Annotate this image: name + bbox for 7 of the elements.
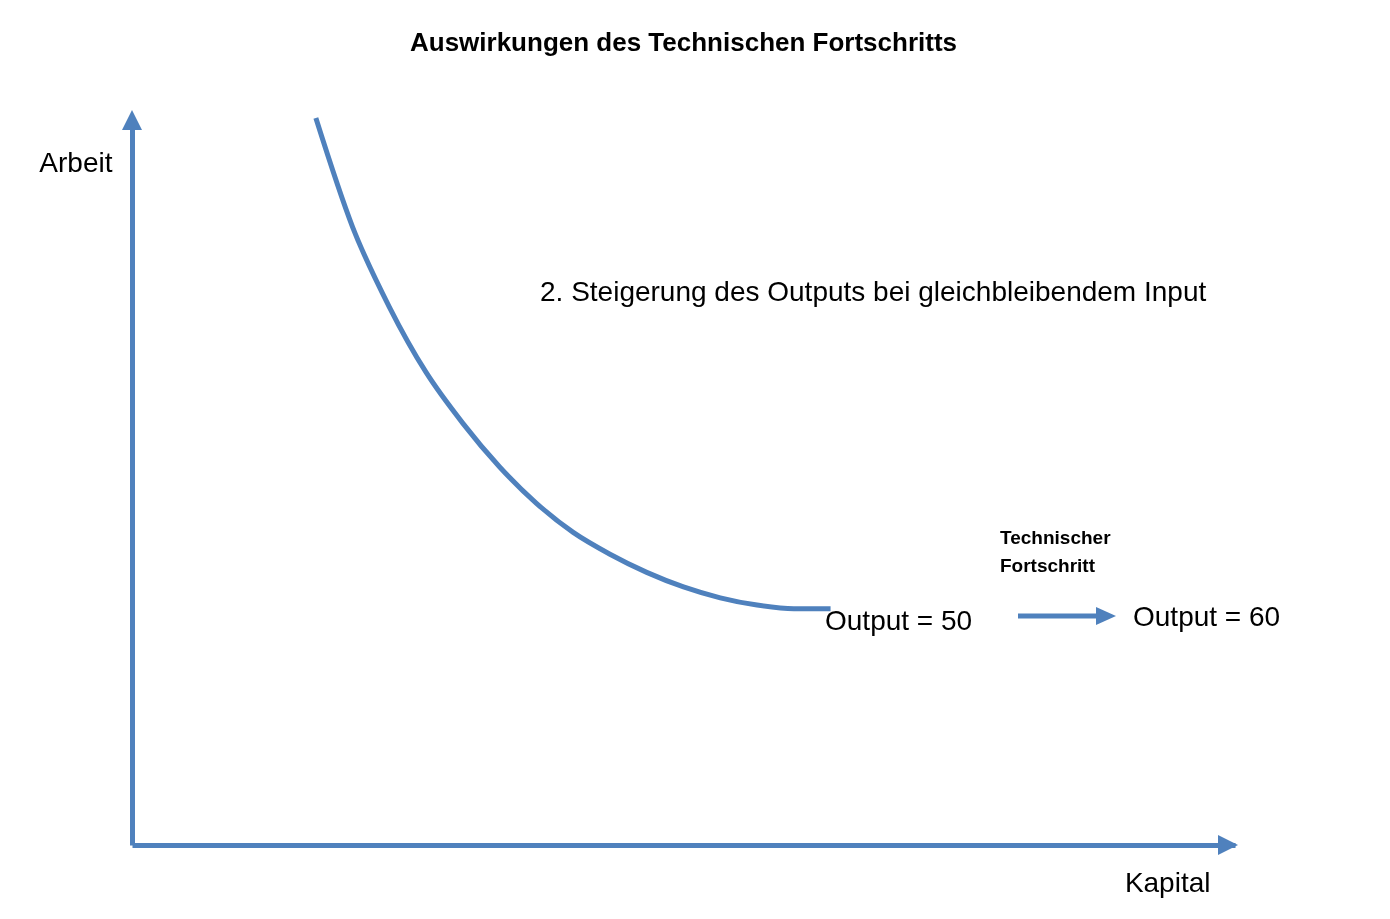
- y-axis-title: Arbeit: [39, 146, 113, 178]
- annotation: Output = 50: [825, 605, 973, 636]
- annotation: 2. Steigerung des Outputs bei gleichbleibendem Input: [540, 276, 1207, 307]
- chart-title: Auswirkungen des Technischen Fortschritts: [409, 26, 958, 57]
- annotation: Technischer Fortschritt: [1000, 527, 1112, 576]
- x-axis-title: Kapital: [1124, 866, 1211, 898]
- annotation: Output = 60: [1133, 601, 1281, 632]
